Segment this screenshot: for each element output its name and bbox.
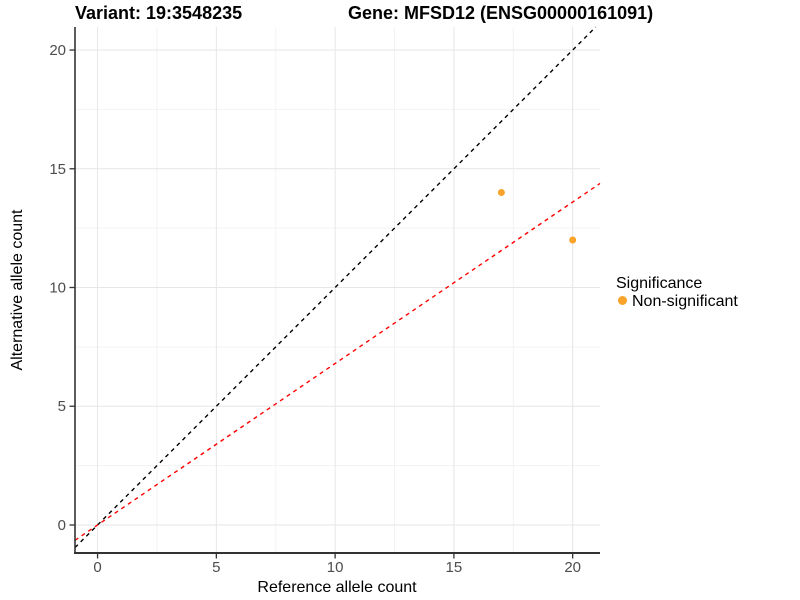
plot-title-variant: Variant: 19:3548235	[75, 3, 242, 23]
y-axis-tick-labels: 0 5 10 15 20	[49, 42, 66, 534]
y-tick-label: 15	[49, 161, 66, 178]
legend-item-non-significant: Non-significant	[618, 293, 738, 310]
data-points	[497, 189, 577, 244]
axis-lines	[74, 27, 600, 554]
plot-title-gene: Gene: MFSD12 (ENSG00000161091)	[348, 3, 653, 23]
gridlines-major	[75, 27, 600, 553]
identity-line	[74, 26, 597, 549]
x-tick-label: 0	[93, 559, 101, 576]
y-axis-label: Alternative allele count	[9, 209, 26, 371]
legend-point-swatch	[618, 296, 627, 305]
data-point	[497, 189, 505, 197]
y-tick-label: 10	[49, 280, 66, 297]
gridlines-minor	[75, 27, 600, 553]
y-tick-label: 5	[58, 398, 66, 415]
y-tick-label: 20	[49, 42, 66, 59]
expected-ratio-line	[74, 182, 601, 541]
legend-item-label: Non-significant	[632, 293, 738, 310]
plot-panel-background	[75, 27, 600, 553]
x-tick-label: 10	[327, 559, 344, 576]
y-tick-label: 0	[58, 517, 66, 534]
reference-lines	[74, 26, 601, 549]
x-tick-label: 5	[212, 559, 220, 576]
x-tick-label: 20	[564, 559, 581, 576]
x-axis-tick-labels: 0 5 10 15 20	[93, 559, 581, 576]
x-axis-label: Reference allele count	[257, 579, 417, 596]
axis-tick-marks	[69, 49, 574, 559]
legend-title: Significance	[616, 275, 702, 292]
legend: Significance Non-significant	[616, 275, 738, 310]
x-tick-label: 15	[446, 559, 463, 576]
data-point	[569, 236, 577, 244]
